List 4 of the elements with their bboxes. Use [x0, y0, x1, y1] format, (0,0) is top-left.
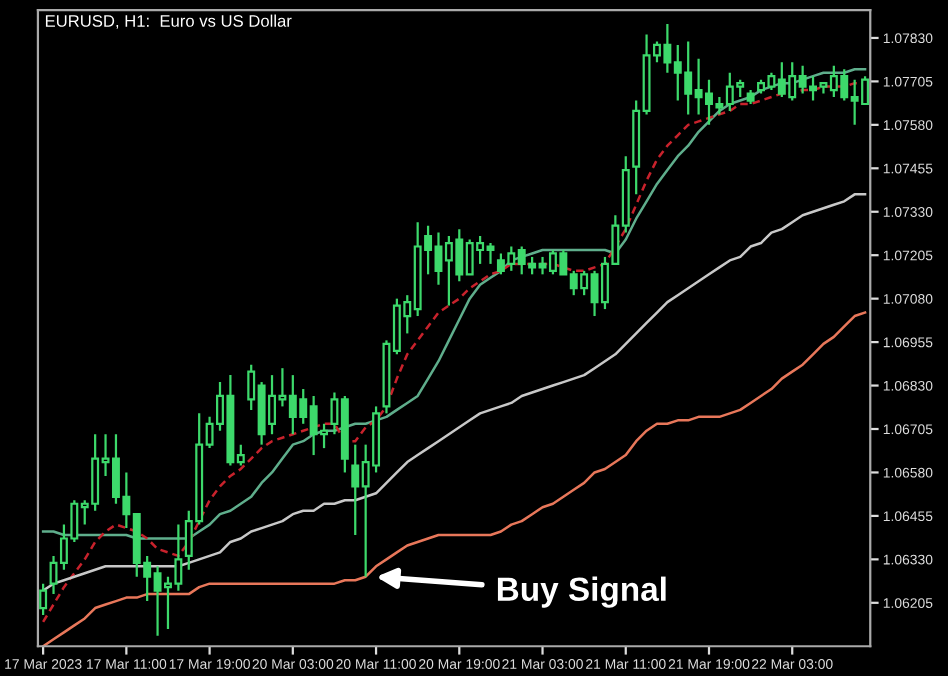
annotation: Buy Signal — [497, 576, 666, 608]
candlestick — [39, 582, 48, 617]
chart-title: EURUSD, H1: Euro vs US Dollar — [45, 14, 292, 29]
line-series — [41, 311, 867, 647]
